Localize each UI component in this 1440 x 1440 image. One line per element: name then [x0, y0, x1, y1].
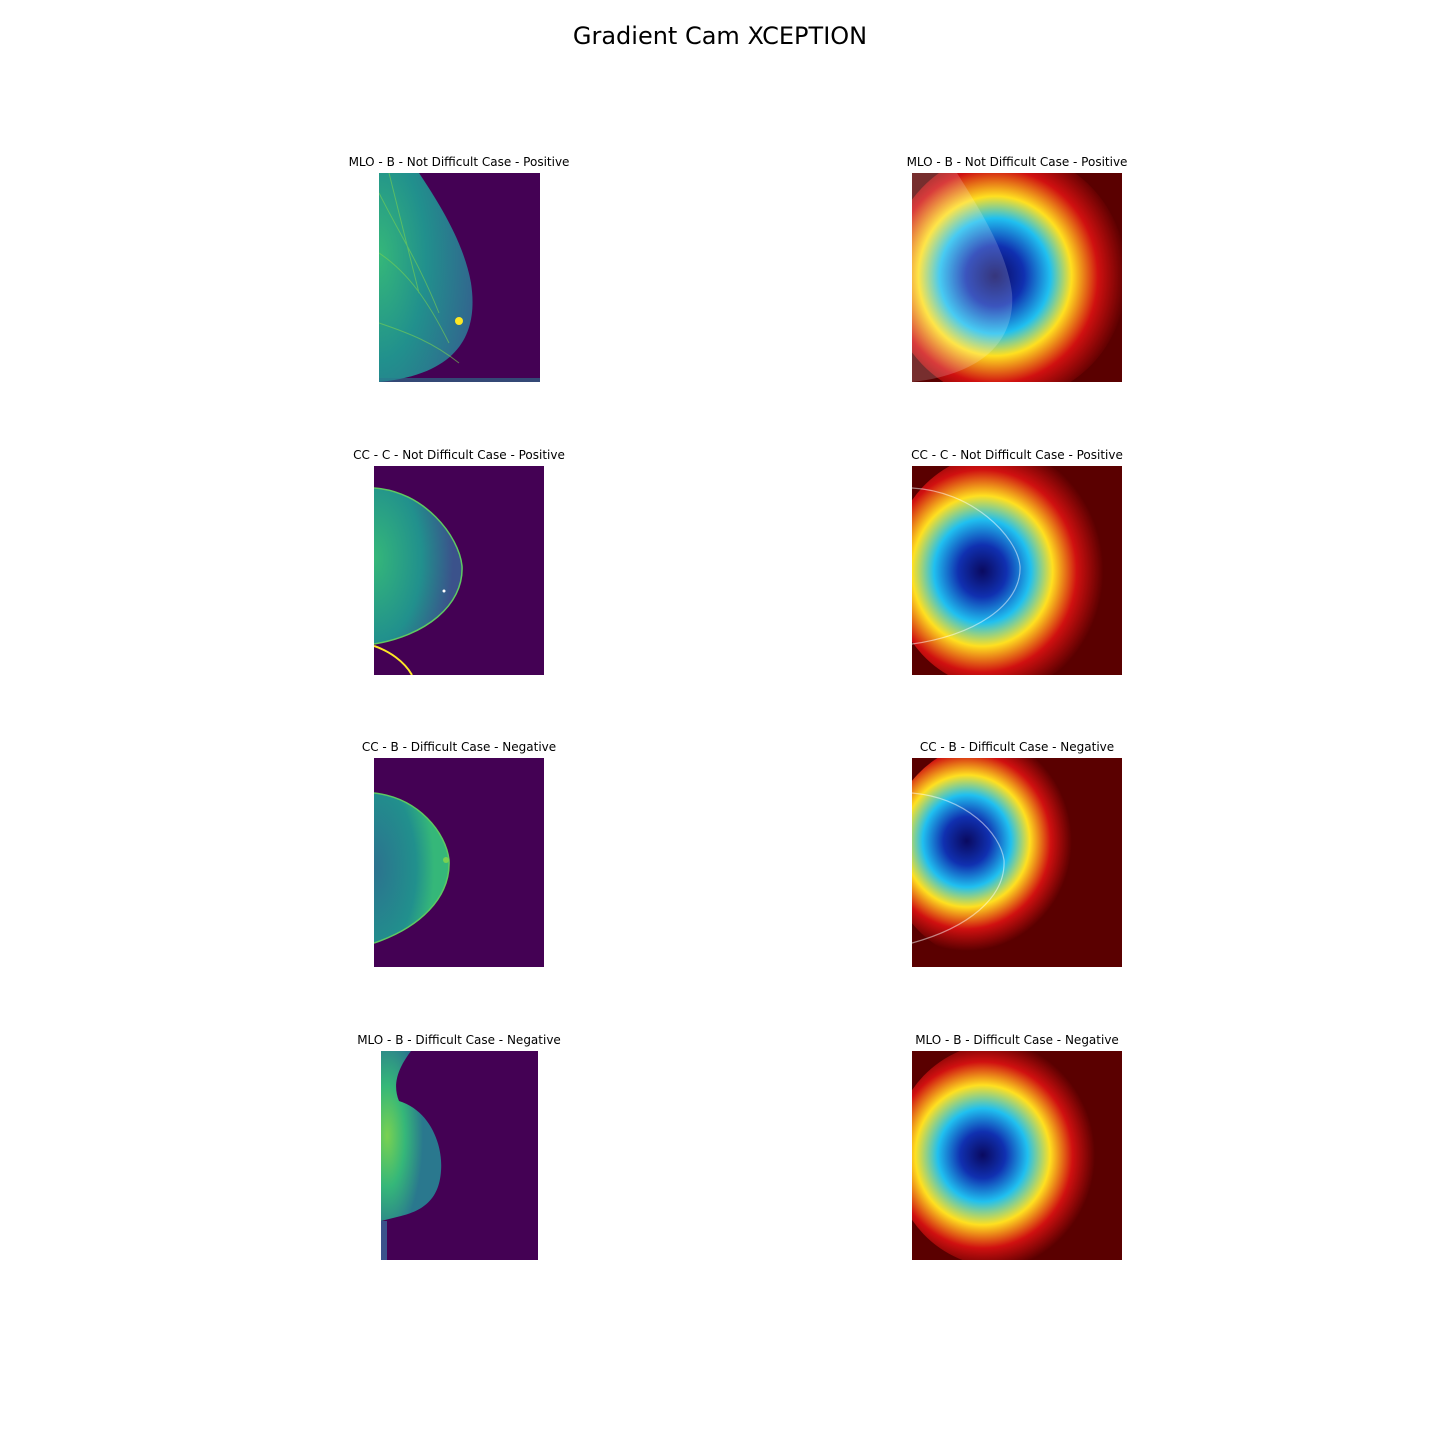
panel-title: MLO - B - Difficult Case - Negative — [357, 1033, 561, 1047]
gradcam-overlay-image-cc-c-positive — [912, 466, 1122, 675]
panel-title: MLO - B - Difficult Case - Negative — [915, 1033, 1119, 1047]
panel-title: CC - B - Difficult Case - Negative — [361, 740, 557, 754]
panel-title: MLO - B - Not Difficult Case - Positive — [348, 155, 570, 169]
mammogram-image-cc-c-positive — [374, 466, 544, 675]
gradcam-overlay-image-mlo-b-negative — [912, 1051, 1122, 1260]
mammogram-image-mlo-b-negative — [381, 1051, 538, 1260]
panel-title: CC - C - Not Difficult Case - Positive — [911, 448, 1123, 462]
panel-title: MLO - B - Not Difficult Case - Positive — [906, 155, 1128, 169]
figure-title: Gradient Cam XCEPTION — [572, 22, 868, 50]
gradcam-overlay-image-mlo-b-positive — [912, 173, 1122, 382]
mammogram-image-mlo-b-positive — [379, 173, 540, 382]
panel-title: CC - B - Difficult Case - Negative — [919, 740, 1115, 754]
gradcam-overlay-image-cc-b-negative — [912, 758, 1122, 967]
panel-title: CC - C - Not Difficult Case - Positive — [353, 448, 565, 462]
mammogram-image-cc-b-negative — [374, 758, 544, 967]
